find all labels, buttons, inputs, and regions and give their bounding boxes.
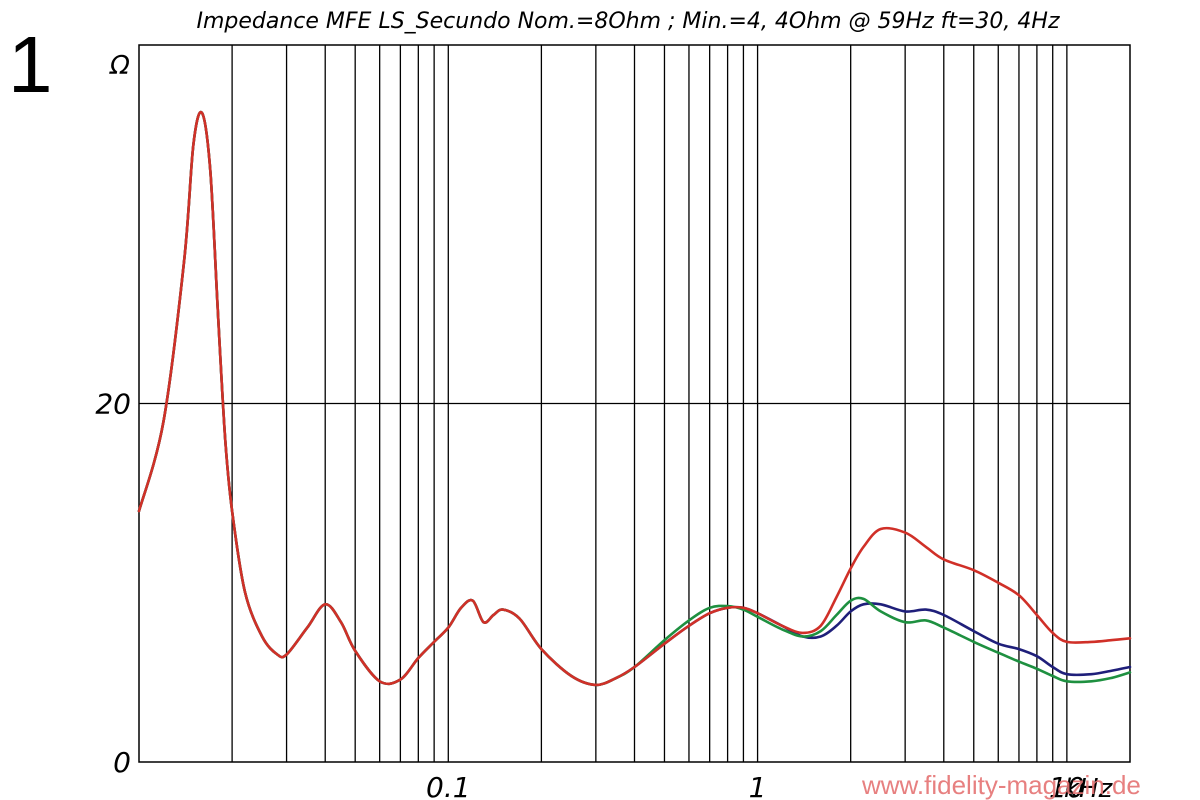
chart-title: Impedance MFE LS_Secundo Nom.=8Ohm ; Min… [196, 9, 1059, 34]
y-tick-label-0: 0 [113, 746, 131, 779]
figure-number: 1 [8, 20, 53, 109]
x-unit-label: kHz [1064, 774, 1114, 800]
x-tick-label-2: 10 [1049, 771, 1085, 800]
watermark: www.fidelity-magazin.de [861, 770, 1141, 800]
series-lines [137, 110, 1132, 687]
plot-frame [138, 44, 1131, 763]
series-line-2 [137, 110, 1132, 687]
y-unit-label: Ω [109, 51, 130, 81]
x-tick-label-1: 1 [749, 771, 767, 800]
y-tick-labels: 0 20 [95, 388, 131, 780]
y-tick-label-1: 20 [95, 388, 131, 421]
x-tick-label-0: 0.1 [426, 771, 471, 800]
x-tick-labels: 0.1 1 10 [426, 771, 1085, 800]
